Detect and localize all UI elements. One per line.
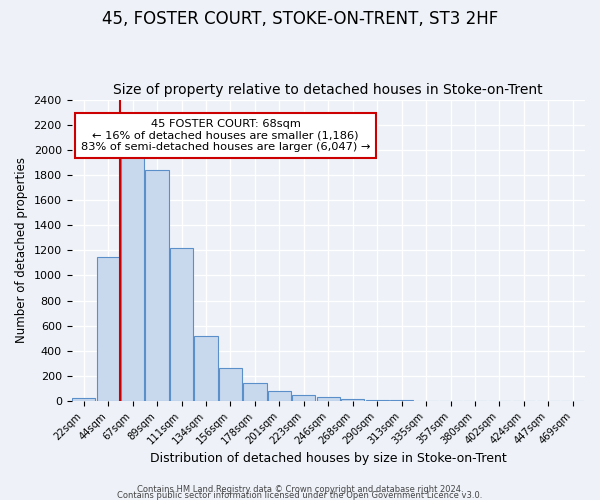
X-axis label: Distribution of detached houses by size in Stoke-on-Trent: Distribution of detached houses by size … <box>150 452 506 465</box>
Bar <box>341 399 364 401</box>
Bar <box>317 396 340 401</box>
Bar <box>219 368 242 401</box>
Text: 45, FOSTER COURT, STOKE-ON-TRENT, ST3 2HF: 45, FOSTER COURT, STOKE-ON-TRENT, ST3 2H… <box>102 10 498 28</box>
Bar <box>292 395 316 401</box>
Bar <box>170 248 193 401</box>
Bar <box>72 398 95 401</box>
Title: Size of property relative to detached houses in Stoke-on-Trent: Size of property relative to detached ho… <box>113 83 543 97</box>
Text: Contains HM Land Registry data © Crown copyright and database right 2024.: Contains HM Land Registry data © Crown c… <box>137 484 463 494</box>
Text: 45 FOSTER COURT: 68sqm
← 16% of detached houses are smaller (1,186)
83% of semi-: 45 FOSTER COURT: 68sqm ← 16% of detached… <box>81 119 370 152</box>
Bar <box>145 170 169 401</box>
Bar <box>121 155 144 401</box>
Bar <box>97 256 120 401</box>
Bar <box>365 400 389 401</box>
Bar <box>194 336 218 401</box>
Bar <box>268 392 291 401</box>
Bar <box>390 400 413 401</box>
Bar <box>243 382 266 401</box>
Text: Contains public sector information licensed under the Open Government Licence v3: Contains public sector information licen… <box>118 490 482 500</box>
Y-axis label: Number of detached properties: Number of detached properties <box>15 158 28 344</box>
